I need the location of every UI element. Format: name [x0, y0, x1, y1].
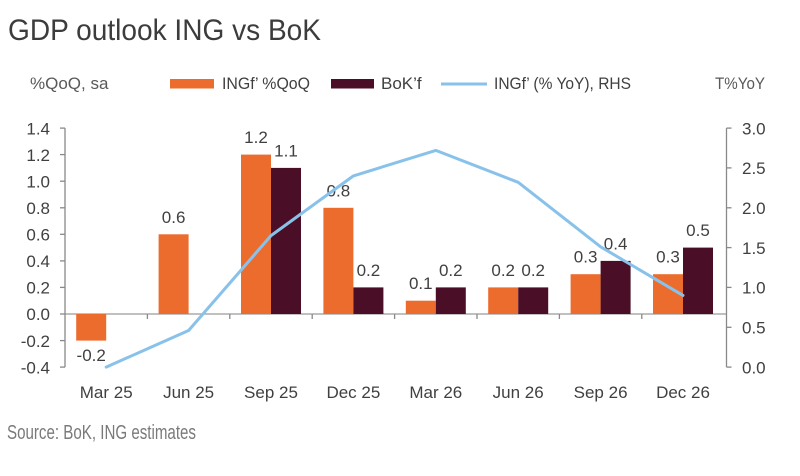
svg-text:1.0: 1.0 — [26, 172, 50, 191]
svg-text:BoK’f: BoK’f — [381, 74, 422, 93]
svg-text:1.1: 1.1 — [274, 141, 298, 160]
svg-text:Dec 25: Dec 25 — [326, 383, 380, 402]
svg-text:Jun 25: Jun 25 — [163, 383, 214, 402]
svg-text:0.6: 0.6 — [162, 208, 186, 227]
svg-text:1.4: 1.4 — [26, 119, 50, 138]
svg-text:T%YoY: T%YoY — [715, 74, 765, 93]
svg-text:0.2: 0.2 — [357, 261, 381, 280]
svg-text:0.1: 0.1 — [409, 274, 433, 293]
svg-text:Sep 25: Sep 25 — [244, 383, 298, 402]
svg-text:INGf’ (% YoY), RHS: INGf’ (% YoY), RHS — [494, 74, 631, 93]
svg-text:0.4: 0.4 — [26, 252, 50, 271]
svg-text:0.4: 0.4 — [604, 234, 628, 253]
svg-text:-0.2: -0.2 — [21, 332, 50, 351]
svg-text:0.8: 0.8 — [26, 199, 50, 218]
svg-text:0.6: 0.6 — [26, 226, 50, 245]
svg-text:Source: BoK, ING estimates: Source: BoK, ING estimates — [7, 422, 196, 444]
svg-text:1.2: 1.2 — [26, 146, 50, 165]
svg-text:0.5: 0.5 — [686, 221, 710, 240]
svg-text:Mar 26: Mar 26 — [409, 383, 462, 402]
svg-text:-0.4: -0.4 — [21, 358, 50, 377]
svg-text:-0.2: -0.2 — [77, 346, 106, 365]
svg-text:1.2: 1.2 — [244, 128, 268, 147]
svg-text:2.0: 2.0 — [742, 199, 766, 218]
svg-text:1.0: 1.0 — [742, 279, 766, 298]
svg-text:Mar 25: Mar 25 — [80, 383, 133, 402]
svg-text:0.2: 0.2 — [26, 279, 50, 298]
svg-text:INGf’ %QoQ: INGf’ %QoQ — [222, 74, 310, 93]
svg-text:GDP outlook ING vs BoK: GDP outlook ING vs BoK — [8, 14, 321, 47]
svg-text:%QoQ, sa: %QoQ, sa — [30, 74, 109, 93]
svg-text:0.3: 0.3 — [656, 248, 680, 267]
svg-text:0.2: 0.2 — [439, 261, 463, 280]
svg-text:0.0: 0.0 — [742, 358, 766, 377]
svg-text:Dec 26: Dec 26 — [656, 383, 710, 402]
svg-text:3.0: 3.0 — [742, 119, 766, 138]
svg-text:0.2: 0.2 — [521, 261, 545, 280]
svg-text:0.0: 0.0 — [26, 305, 50, 324]
svg-text:Sep 26: Sep 26 — [574, 383, 628, 402]
svg-text:0.3: 0.3 — [574, 248, 598, 267]
svg-text:0.8: 0.8 — [327, 181, 351, 200]
svg-text:0.5: 0.5 — [742, 319, 766, 338]
svg-text:Jun 26: Jun 26 — [493, 383, 544, 402]
svg-text:2.5: 2.5 — [742, 159, 766, 178]
svg-text:1.5: 1.5 — [742, 239, 766, 258]
svg-text:0.2: 0.2 — [491, 261, 515, 280]
